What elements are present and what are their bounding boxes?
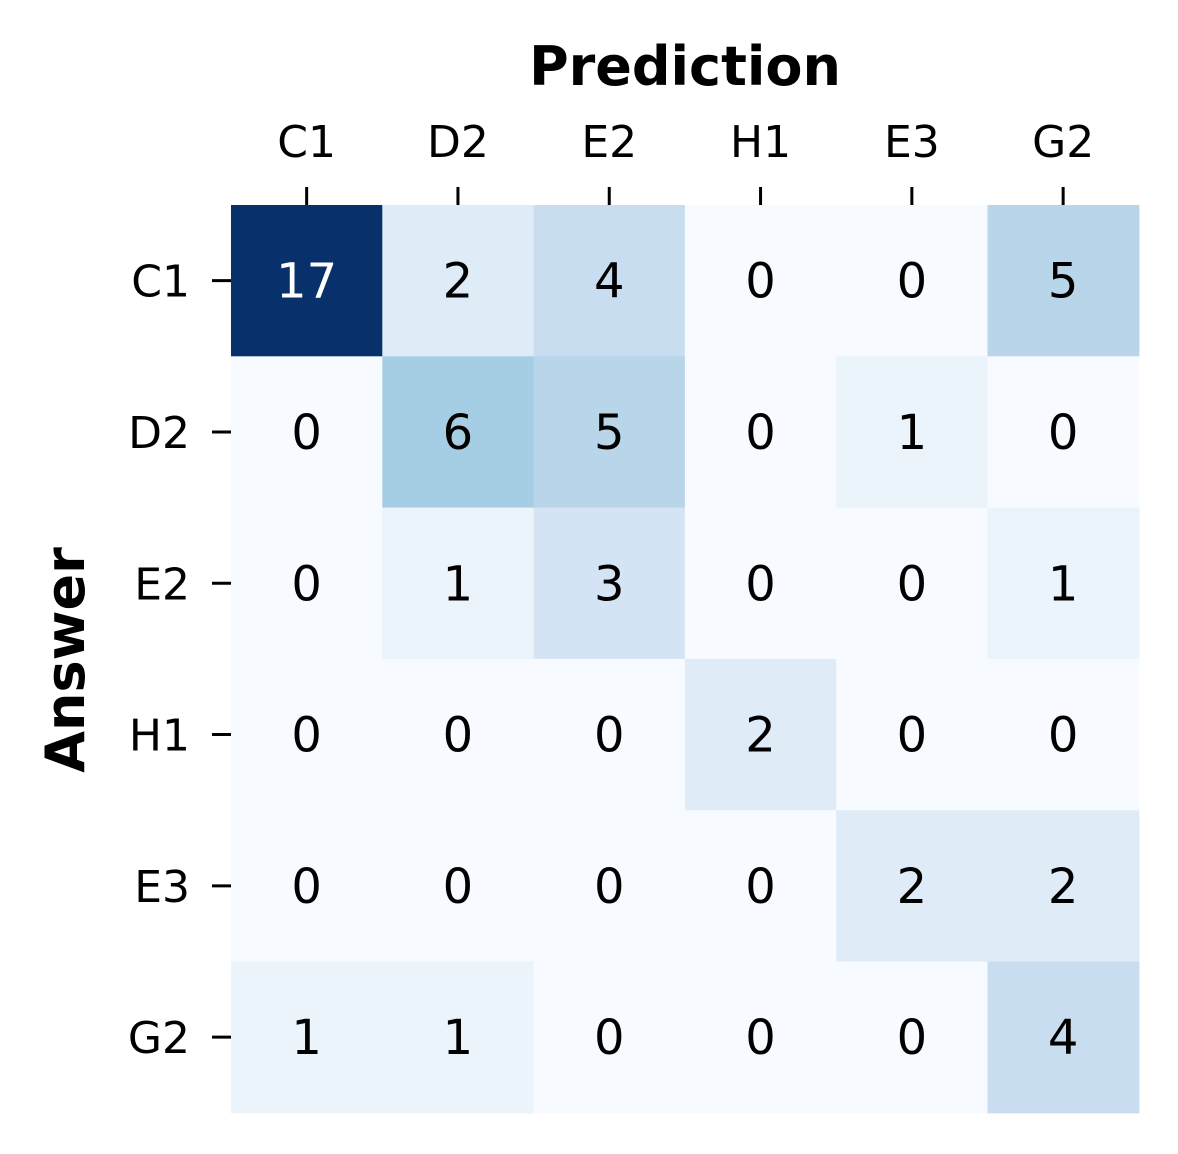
heatmap-cell [382,810,535,963]
cell-value-label: 0 [897,556,928,612]
heatmap-cell [836,356,989,509]
heatmap-cell [836,961,989,1114]
heatmap-cell [231,507,383,660]
x-axis-ticks: C1 D2 E2 H1 E3 G2 [277,117,1094,205]
heatmap-cell [382,658,535,811]
x-axis-label: Prediction [529,35,841,98]
cell-value-label: 1 [1048,556,1079,612]
cell-value-label: 1 [443,556,474,612]
heatmap-cell [684,205,837,357]
cell-value-label: 0 [897,708,928,764]
cell-value-label: 0 [291,405,322,461]
cell-value-labels: 17 2 4 0 0 5 0 6 5 0 1 0 0 1 3 0 0 1 0 0 0 2 0 0 0 0 0 0 2 2 1 1 0 0 0 4 [276,254,1078,1067]
y-tick-label: E2 [134,559,190,610]
cell-value-label: 17 [276,254,337,310]
heatmap-cell [836,507,989,660]
cell-value-label: 2 [443,254,474,310]
heatmap-cell [987,961,1140,1114]
cell-value-label: 0 [1048,405,1079,461]
y-tick-label: D2 [128,408,190,459]
heatmap-cell [836,810,989,963]
cell-value-label: 0 [1048,708,1079,764]
cell-value-label: 0 [291,708,322,764]
cell-value-label: 0 [745,405,776,461]
cell-value-label: 0 [745,1010,776,1066]
heatmap-cells [231,205,1140,1114]
heatmap-cell [231,205,383,357]
y-tick-label: G2 [128,1013,190,1064]
cell-value-label: 0 [594,708,625,764]
heatmap-cell [987,356,1140,509]
y-axis-ticks: C1 D2 E2 H1 E3 G2 [128,257,231,1064]
cell-value-label: 0 [745,254,776,310]
heatmap-cell [533,810,686,963]
heatmap-cell [684,658,837,811]
x-tick-label: E2 [581,117,637,168]
cell-value-label: 0 [594,859,625,915]
cell-value-label: 4 [1048,1010,1079,1066]
cell-value-label: 0 [594,1010,625,1066]
heatmap-cell [987,205,1140,357]
cell-value-label: 0 [291,556,322,612]
heatmap-cell [533,507,686,660]
cell-value-label: 5 [594,405,625,461]
cell-value-label: 0 [897,254,928,310]
cell-value-label: 4 [594,254,625,310]
cell-value-label: 2 [897,859,928,915]
cell-value-label: 0 [897,1010,928,1066]
heatmap-cell [382,205,535,357]
heatmap-cell [382,507,535,660]
heatmap-cell [684,810,837,963]
x-tick-label: C1 [277,117,336,168]
cell-value-label: 1 [897,405,928,461]
heatmap-cell [533,205,686,357]
x-tick-label: D2 [427,117,489,168]
heatmap-cell [382,961,535,1114]
cell-value-label: 0 [443,859,474,915]
x-tick-label: E3 [884,117,940,168]
heatmap-cell [231,961,383,1114]
heatmap-cell [987,507,1140,660]
cell-value-label: 1 [443,1010,474,1066]
cell-value-label: 5 [1048,254,1079,310]
heatmap-cell [684,961,837,1114]
heatmap-cell [684,356,837,509]
cell-value-label: 1 [291,1010,322,1066]
x-tick-label: H1 [730,117,791,168]
cell-value-label: 2 [745,708,776,764]
cell-value-label: 0 [745,556,776,612]
cell-value-label: 6 [443,405,474,461]
heatmap-cell [231,658,383,811]
heatmap-cell [533,658,686,811]
cell-value-label: 0 [291,859,322,915]
heatmap-cell [987,810,1140,963]
heatmap-cell [231,810,383,963]
y-tick-label: H1 [129,711,190,762]
heatmap-cell [836,205,989,357]
heatmap-cell [987,658,1140,811]
cell-value-label: 0 [745,859,776,915]
cell-value-label: 0 [443,708,474,764]
heatmap-cell [533,961,686,1114]
cell-value-label: 2 [1048,859,1079,915]
heatmap-cell [533,356,686,509]
y-tick-label: C1 [131,257,190,308]
heatmap-cell [231,356,383,509]
y-axis-label: Answer [34,547,97,773]
heatmap-cell [684,507,837,660]
y-tick-label: E3 [134,862,190,913]
cell-value-label: 3 [594,556,625,612]
heatmap-cell [836,658,989,811]
heatmap-cell [382,356,535,509]
x-tick-label: G2 [1032,117,1094,168]
